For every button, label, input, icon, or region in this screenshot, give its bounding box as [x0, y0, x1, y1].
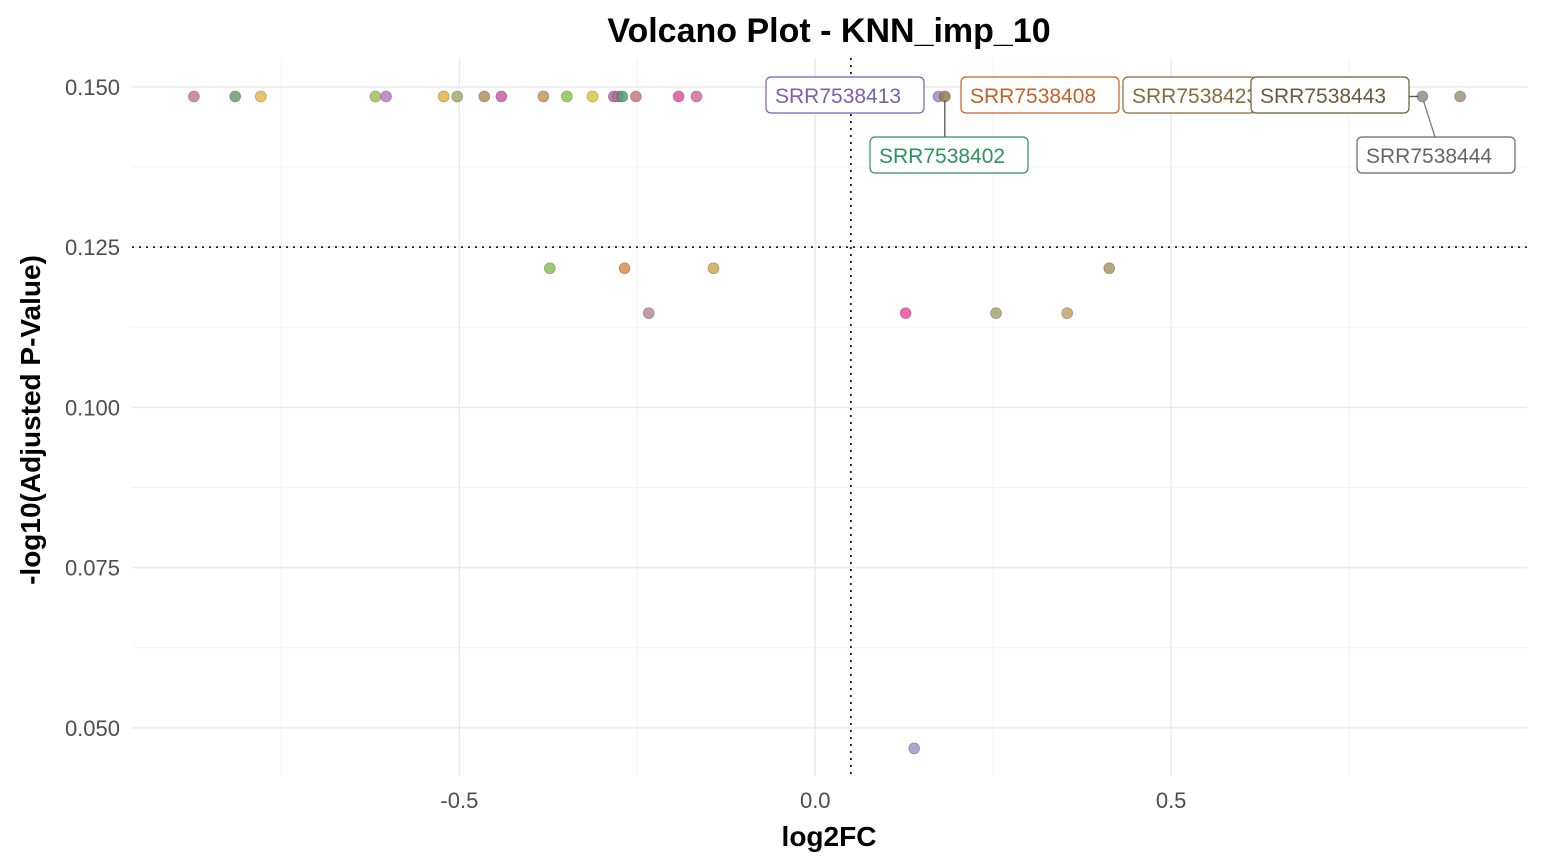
point-label: SRR7538443 [1250, 76, 1410, 114]
data-point [495, 90, 508, 103]
data-point [451, 90, 464, 103]
data-point [899, 307, 912, 320]
data-point [990, 307, 1002, 320]
y-axis-title: -log10(Adjusted P-Value) [15, 255, 46, 585]
data-point [380, 90, 392, 103]
data-point [1416, 90, 1429, 103]
data-point [254, 90, 267, 103]
data-point [908, 742, 921, 755]
data-point [537, 90, 550, 103]
data-point [616, 90, 629, 103]
data-point [188, 90, 200, 103]
point-label-box [869, 136, 1029, 174]
point-label-box [1250, 76, 1410, 114]
y-tick-label: 0.125 [65, 235, 120, 260]
point-label-text: SRR7538413 [775, 85, 901, 108]
point-label-text: SRR7538443 [1260, 85, 1386, 108]
data-point [437, 90, 450, 103]
y-tick-label: 0.100 [65, 395, 120, 420]
point-label-text: SRR7538444 [1366, 145, 1492, 168]
data-point [1103, 262, 1116, 275]
data-point [630, 90, 642, 103]
point-label: SRR7538444 [1356, 136, 1516, 174]
point-label-text: SRR7538423 [1132, 85, 1258, 108]
data-point [543, 262, 556, 275]
data-point [642, 307, 655, 320]
data-point [938, 90, 951, 103]
data-point [478, 90, 491, 103]
point-label: SRR7538402 [869, 136, 1029, 174]
point-label: SRR7538413 [765, 76, 925, 114]
y-tick-label: 0.075 [65, 556, 120, 581]
x-axis-title: log2FC [782, 821, 877, 852]
point-label-box [1356, 136, 1516, 174]
chart-title: Volcano Plot - KNN_imp_10 [607, 12, 1050, 50]
data-point [707, 262, 720, 275]
data-point [586, 90, 599, 103]
data-point [672, 90, 685, 103]
data-point [1454, 90, 1466, 103]
x-tick-label: 0.5 [1156, 788, 1187, 813]
point-label-text: SRR7538408 [970, 85, 1096, 108]
data-points [188, 90, 1466, 755]
minor-gridlines [132, 58, 1527, 776]
tick-labels: -0.5 0.0 0.5 0.050 0.075 0.100 0.125 0.150 [65, 75, 1186, 813]
data-point [560, 90, 573, 103]
point-label: SRR7538408 [960, 76, 1120, 114]
data-point [369, 90, 382, 103]
x-tick-label: -0.5 [440, 788, 478, 813]
point-label-box [960, 76, 1120, 114]
y-tick-label: 0.050 [65, 716, 120, 741]
point-label-box [765, 76, 925, 114]
point-labels: SRR7538413 SRR7538408 SRR7538402 SRR7538423… [765, 76, 1516, 174]
label-connector [1422, 100, 1436, 138]
x-tick-label: 0.0 [800, 788, 831, 813]
major-gridlines [132, 58, 1527, 776]
point-label-text: SRR7538402 [879, 145, 1005, 168]
data-point [1061, 307, 1074, 320]
data-point [690, 90, 703, 103]
data-point [618, 262, 631, 275]
data-point [229, 90, 242, 103]
point-label: SRR7538423 [1122, 76, 1258, 114]
reference-lines [132, 58, 1527, 776]
label-connectors [944, 95, 1436, 138]
y-tick-label: 0.150 [65, 75, 120, 100]
